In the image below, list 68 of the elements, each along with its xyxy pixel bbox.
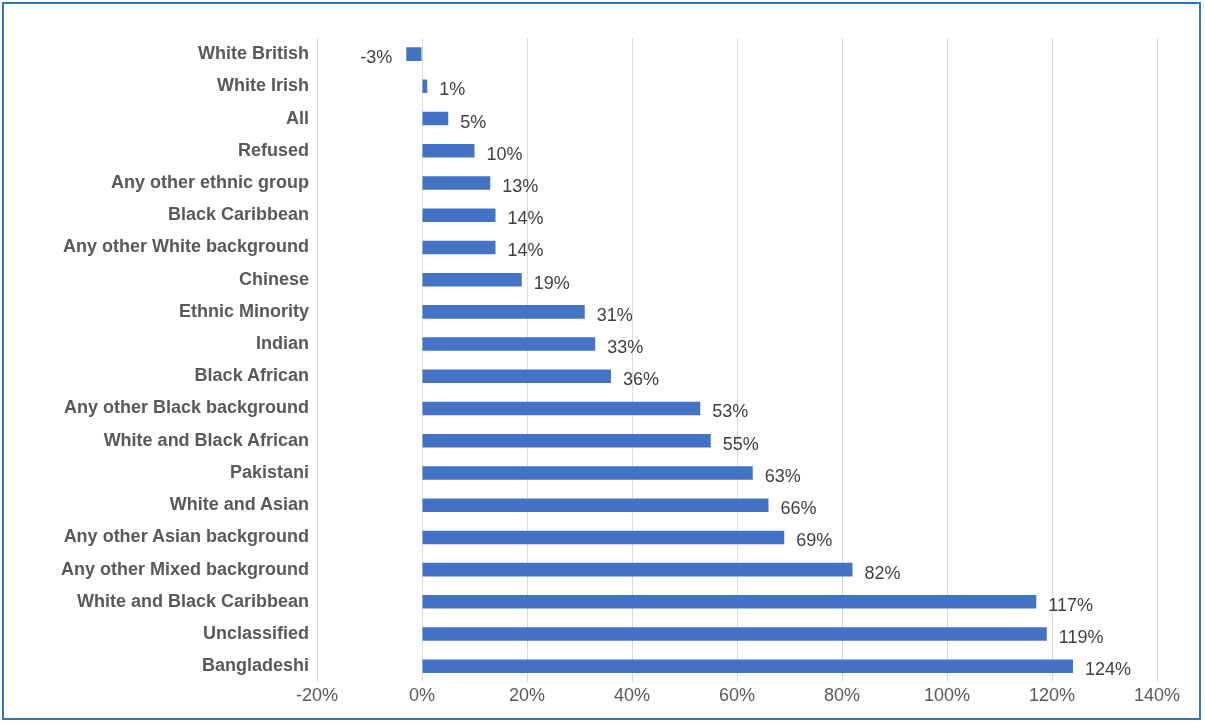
data-label: 13%	[502, 175, 539, 196]
y-tick-label: Any other Asian background	[63, 526, 309, 547]
data-label: 69%	[796, 530, 833, 551]
x-tick-label: 120%	[1028, 685, 1076, 706]
bar	[422, 627, 1047, 641]
bar	[422, 144, 475, 158]
bar	[422, 433, 711, 448]
y-tick-label: Any other Black background	[63, 397, 309, 418]
x-tick-label: 140%	[1133, 685, 1181, 706]
data-label: 31%	[596, 304, 633, 325]
y-tick-label: Chinese	[238, 268, 309, 289]
data-label: 53%	[712, 401, 749, 422]
bar	[422, 305, 585, 319]
bar	[422, 530, 785, 545]
y-tick-label: Any other White background	[62, 236, 309, 257]
bar	[422, 176, 491, 190]
data-label: 63%	[764, 465, 801, 486]
bar	[422, 562, 853, 577]
bar	[422, 595, 1037, 609]
bar	[422, 337, 596, 351]
y-tick-label: Black African	[194, 365, 309, 386]
data-label: 124%	[1085, 659, 1132, 680]
bar	[422, 401, 701, 416]
x-tick-label: 40%	[613, 685, 651, 706]
y-tick-label: White British	[198, 43, 309, 64]
y-tick-label: White and Asian	[169, 494, 309, 515]
data-label: 19%	[533, 272, 570, 293]
x-tick-label: 80%	[823, 685, 861, 706]
y-tick-label: White Irish	[216, 75, 309, 96]
x-tick-label: -20%	[295, 685, 339, 706]
bar	[422, 369, 611, 384]
data-label: 33%	[607, 337, 644, 358]
data-label: 117%	[1048, 594, 1093, 615]
x-tick-label: 0%	[408, 685, 436, 706]
y-tick-label: Black Caribbean	[167, 204, 309, 225]
y-tick-label: White and Black African	[103, 429, 309, 450]
y-tick-label: Unclassified	[202, 623, 309, 644]
data-label: 36%	[623, 369, 660, 390]
data-label: 1%	[439, 79, 466, 100]
x-tick-label: 100%	[923, 685, 971, 706]
data-label: 55%	[722, 433, 759, 454]
data-label: 14%	[507, 208, 544, 229]
bar	[406, 47, 422, 61]
y-tick-label: All	[285, 107, 309, 128]
x-tick-label: 20%	[508, 685, 546, 706]
bar	[422, 498, 769, 512]
bar	[422, 111, 449, 126]
bar	[422, 240, 496, 255]
x-tick-label: 60%	[718, 685, 756, 706]
data-label: 82%	[864, 562, 901, 583]
y-tick-label: Ethnic Minority	[179, 300, 309, 321]
data-label: -3%	[360, 47, 393, 68]
y-tick-label: Any other ethnic group	[111, 171, 309, 192]
y-tick-label: Refused	[237, 139, 309, 160]
y-tick-label: Bangladeshi	[201, 655, 309, 676]
y-tick-label: Pakistani	[229, 461, 309, 482]
data-label: 10%	[486, 143, 523, 164]
y-tick-label: Indian	[256, 333, 309, 354]
data-label: 5%	[460, 111, 487, 132]
y-tick-label: White and Black Caribbean	[76, 590, 309, 611]
bar	[422, 208, 496, 222]
y-tick-label: Any other Mixed background	[60, 558, 309, 579]
data-label: 14%	[507, 240, 544, 261]
data-label: 66%	[780, 498, 817, 519]
bar	[422, 466, 753, 480]
bar	[422, 272, 522, 287]
bar	[422, 659, 1073, 674]
data-label: 119%	[1058, 627, 1104, 648]
